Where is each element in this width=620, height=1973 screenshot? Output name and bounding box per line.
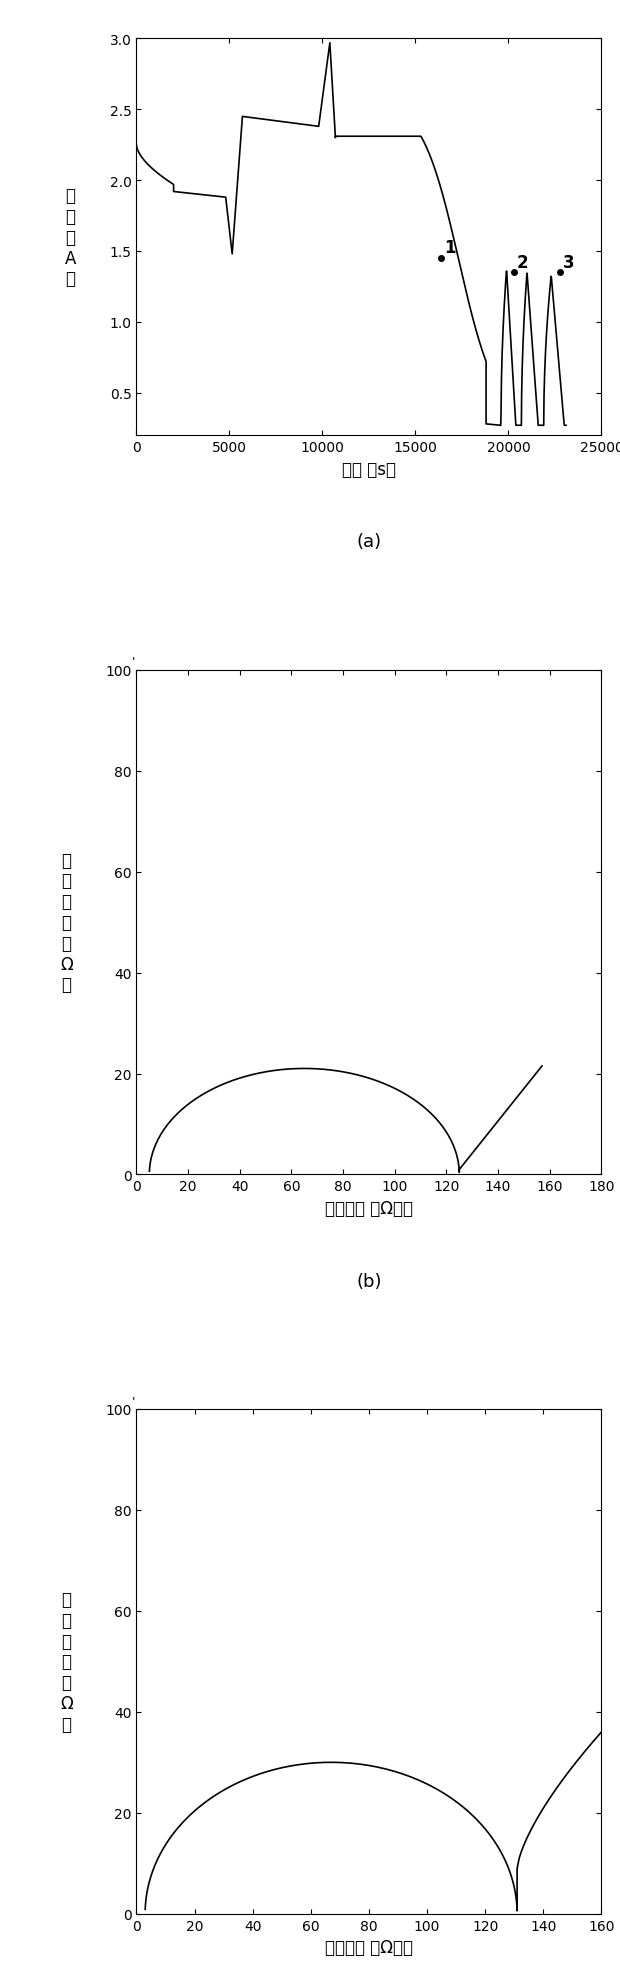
- X-axis label: 时间 （s）: 时间 （s）: [342, 460, 396, 477]
- X-axis label: 实部阵抗 （Ω）．: 实部阵抗 （Ω）．: [325, 1200, 413, 1217]
- Y-axis label: 电
压
（
A
）: 电 压 （ A ）: [65, 187, 76, 288]
- Text: 3: 3: [564, 253, 575, 272]
- Text: 2: 2: [517, 253, 528, 272]
- Text: ': ': [132, 1395, 136, 1409]
- Y-axis label: 虚
部
阵
抗
（
Ω
）: 虚 部 阵 抗 （ Ω ）: [60, 1590, 73, 1732]
- Text: (b): (b): [356, 1273, 382, 1290]
- Text: 1: 1: [444, 239, 456, 256]
- Text: ': ': [132, 657, 136, 669]
- X-axis label: 实部阵抗 （Ω）．: 实部阵抗 （Ω）．: [325, 1937, 413, 1955]
- Y-axis label: 虚
部
阵
抗
（
Ω
）: 虚 部 阵 抗 （ Ω ）: [60, 850, 73, 994]
- Text: (a): (a): [356, 533, 381, 550]
